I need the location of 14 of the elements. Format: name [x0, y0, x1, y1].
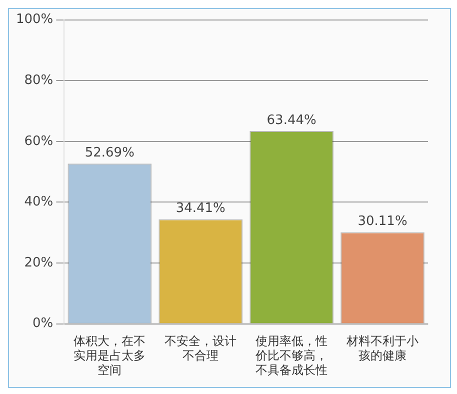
y-tick-label: 60% [24, 134, 54, 149]
y-tick-label: 20% [24, 255, 54, 270]
y-tick-label: 100% [16, 12, 54, 28]
data-label: 30.11% [358, 214, 408, 230]
y-tick-label: 80% [24, 72, 54, 88]
data-label: 34.41% [176, 201, 226, 216]
data-label: 52.69% [84, 145, 134, 160]
x-tick-label: 材料不利于小孩的健康 [346, 334, 419, 363]
x-tick-label: 不安全，设计不合理 [164, 334, 237, 363]
x-tick-label: 体积大，在不实用是占太多空间 [74, 334, 146, 377]
data-label: 63.44% [266, 112, 316, 128]
y-tick-label: 40% [24, 194, 54, 210]
x-tick-label: 使用率低，性价比不够高，不具备成长性 [254, 334, 328, 377]
y-tick-label: 0% [32, 316, 54, 332]
